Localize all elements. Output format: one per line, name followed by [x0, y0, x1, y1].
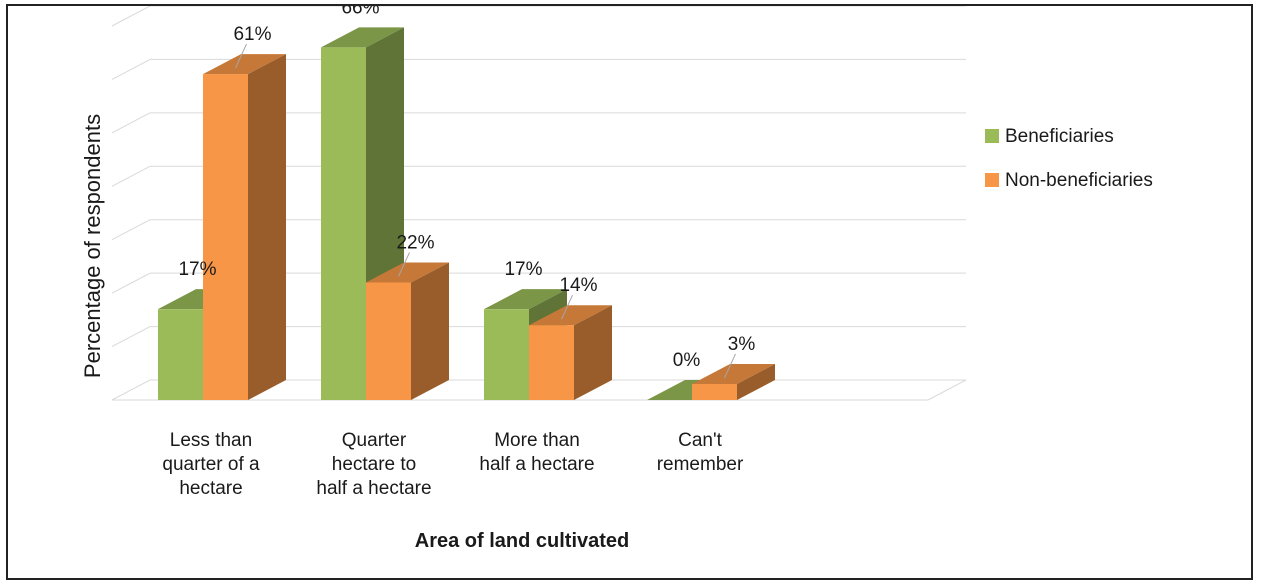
bar-front: [529, 325, 574, 400]
gridline-depth: [111, 326, 151, 348]
gridline-depth: [111, 112, 151, 134]
category-label: Less than: [170, 430, 252, 451]
gridline-depth: [111, 58, 151, 80]
bar-side: [737, 363, 775, 400]
bar-front: [203, 74, 248, 400]
data-label: 66%: [341, 6, 379, 18]
leader-line: [235, 43, 247, 69]
bar-non-beneficiaries: [203, 54, 286, 400]
bar-front: [484, 309, 529, 400]
gridline-depth: [111, 272, 151, 294]
category-label: Can't: [678, 430, 722, 451]
bar-top: [484, 289, 567, 310]
floor-edge: [927, 379, 967, 401]
leader-line: [398, 252, 410, 277]
bars: [158, 27, 775, 400]
bar-top: [529, 305, 612, 326]
category-label: half a hectare: [316, 478, 431, 499]
chart-frame: 17% 61% 66% 22% 17% 14% 0% 3% Less than quarter …: [6, 0, 1253, 580]
data-label: 3%: [728, 334, 756, 355]
legend-label: Beneficiaries: [1005, 126, 1114, 147]
data-label: 14%: [559, 275, 597, 296]
legend-swatch: [985, 173, 999, 187]
bar-top: [692, 363, 775, 384]
category-label: remember: [657, 454, 744, 475]
bar-top: [203, 54, 286, 75]
y-axis-title: Percentage of respondents: [80, 114, 105, 378]
gridline-depth: [111, 165, 151, 187]
legend: Beneficiaries Non-beneficiaries: [985, 126, 1153, 191]
leader-line: [561, 294, 573, 320]
category-label: quarter of a: [162, 454, 260, 475]
bar-non-beneficiaries: [529, 305, 612, 400]
category-label: More than: [494, 430, 580, 451]
leader-line: [724, 353, 736, 379]
bar-front: [158, 309, 203, 400]
data-label: 17%: [504, 259, 542, 280]
bar-front: [321, 47, 366, 400]
bar-side: [248, 54, 286, 400]
bar-non-beneficiaries: [692, 363, 775, 400]
x-axis-title: Area of land cultivated: [415, 530, 630, 552]
bar-side: [411, 262, 449, 400]
bar-front: [366, 282, 411, 400]
bar-top: [366, 262, 449, 283]
category-label: half a hectare: [479, 454, 594, 475]
bar-top: [321, 27, 404, 48]
category-label: hectare: [179, 478, 242, 499]
category-label: Quarter: [342, 430, 407, 451]
data-label: 61%: [233, 24, 271, 45]
gridline-depth: [111, 379, 151, 401]
gridline-depth: [111, 5, 151, 27]
bar-chart: 17% 61% 66% 22% 17% 14% 0% 3% Less than quarter …: [80, 0, 1153, 552]
gridline-depth: [111, 219, 151, 241]
legend-label: Non-beneficiaries: [1005, 170, 1153, 191]
category-labels: Less than quarter of a hectare Quarter hecta…: [162, 430, 744, 499]
bar-side: [574, 305, 612, 400]
data-label: 17%: [178, 259, 216, 280]
data-label: 22%: [396, 232, 434, 253]
bar-front: [692, 383, 737, 400]
legend-swatch: [985, 129, 999, 143]
data-label: 0%: [673, 350, 701, 371]
category-label: hectare to: [332, 454, 417, 475]
bar-non-beneficiaries: [366, 262, 449, 400]
